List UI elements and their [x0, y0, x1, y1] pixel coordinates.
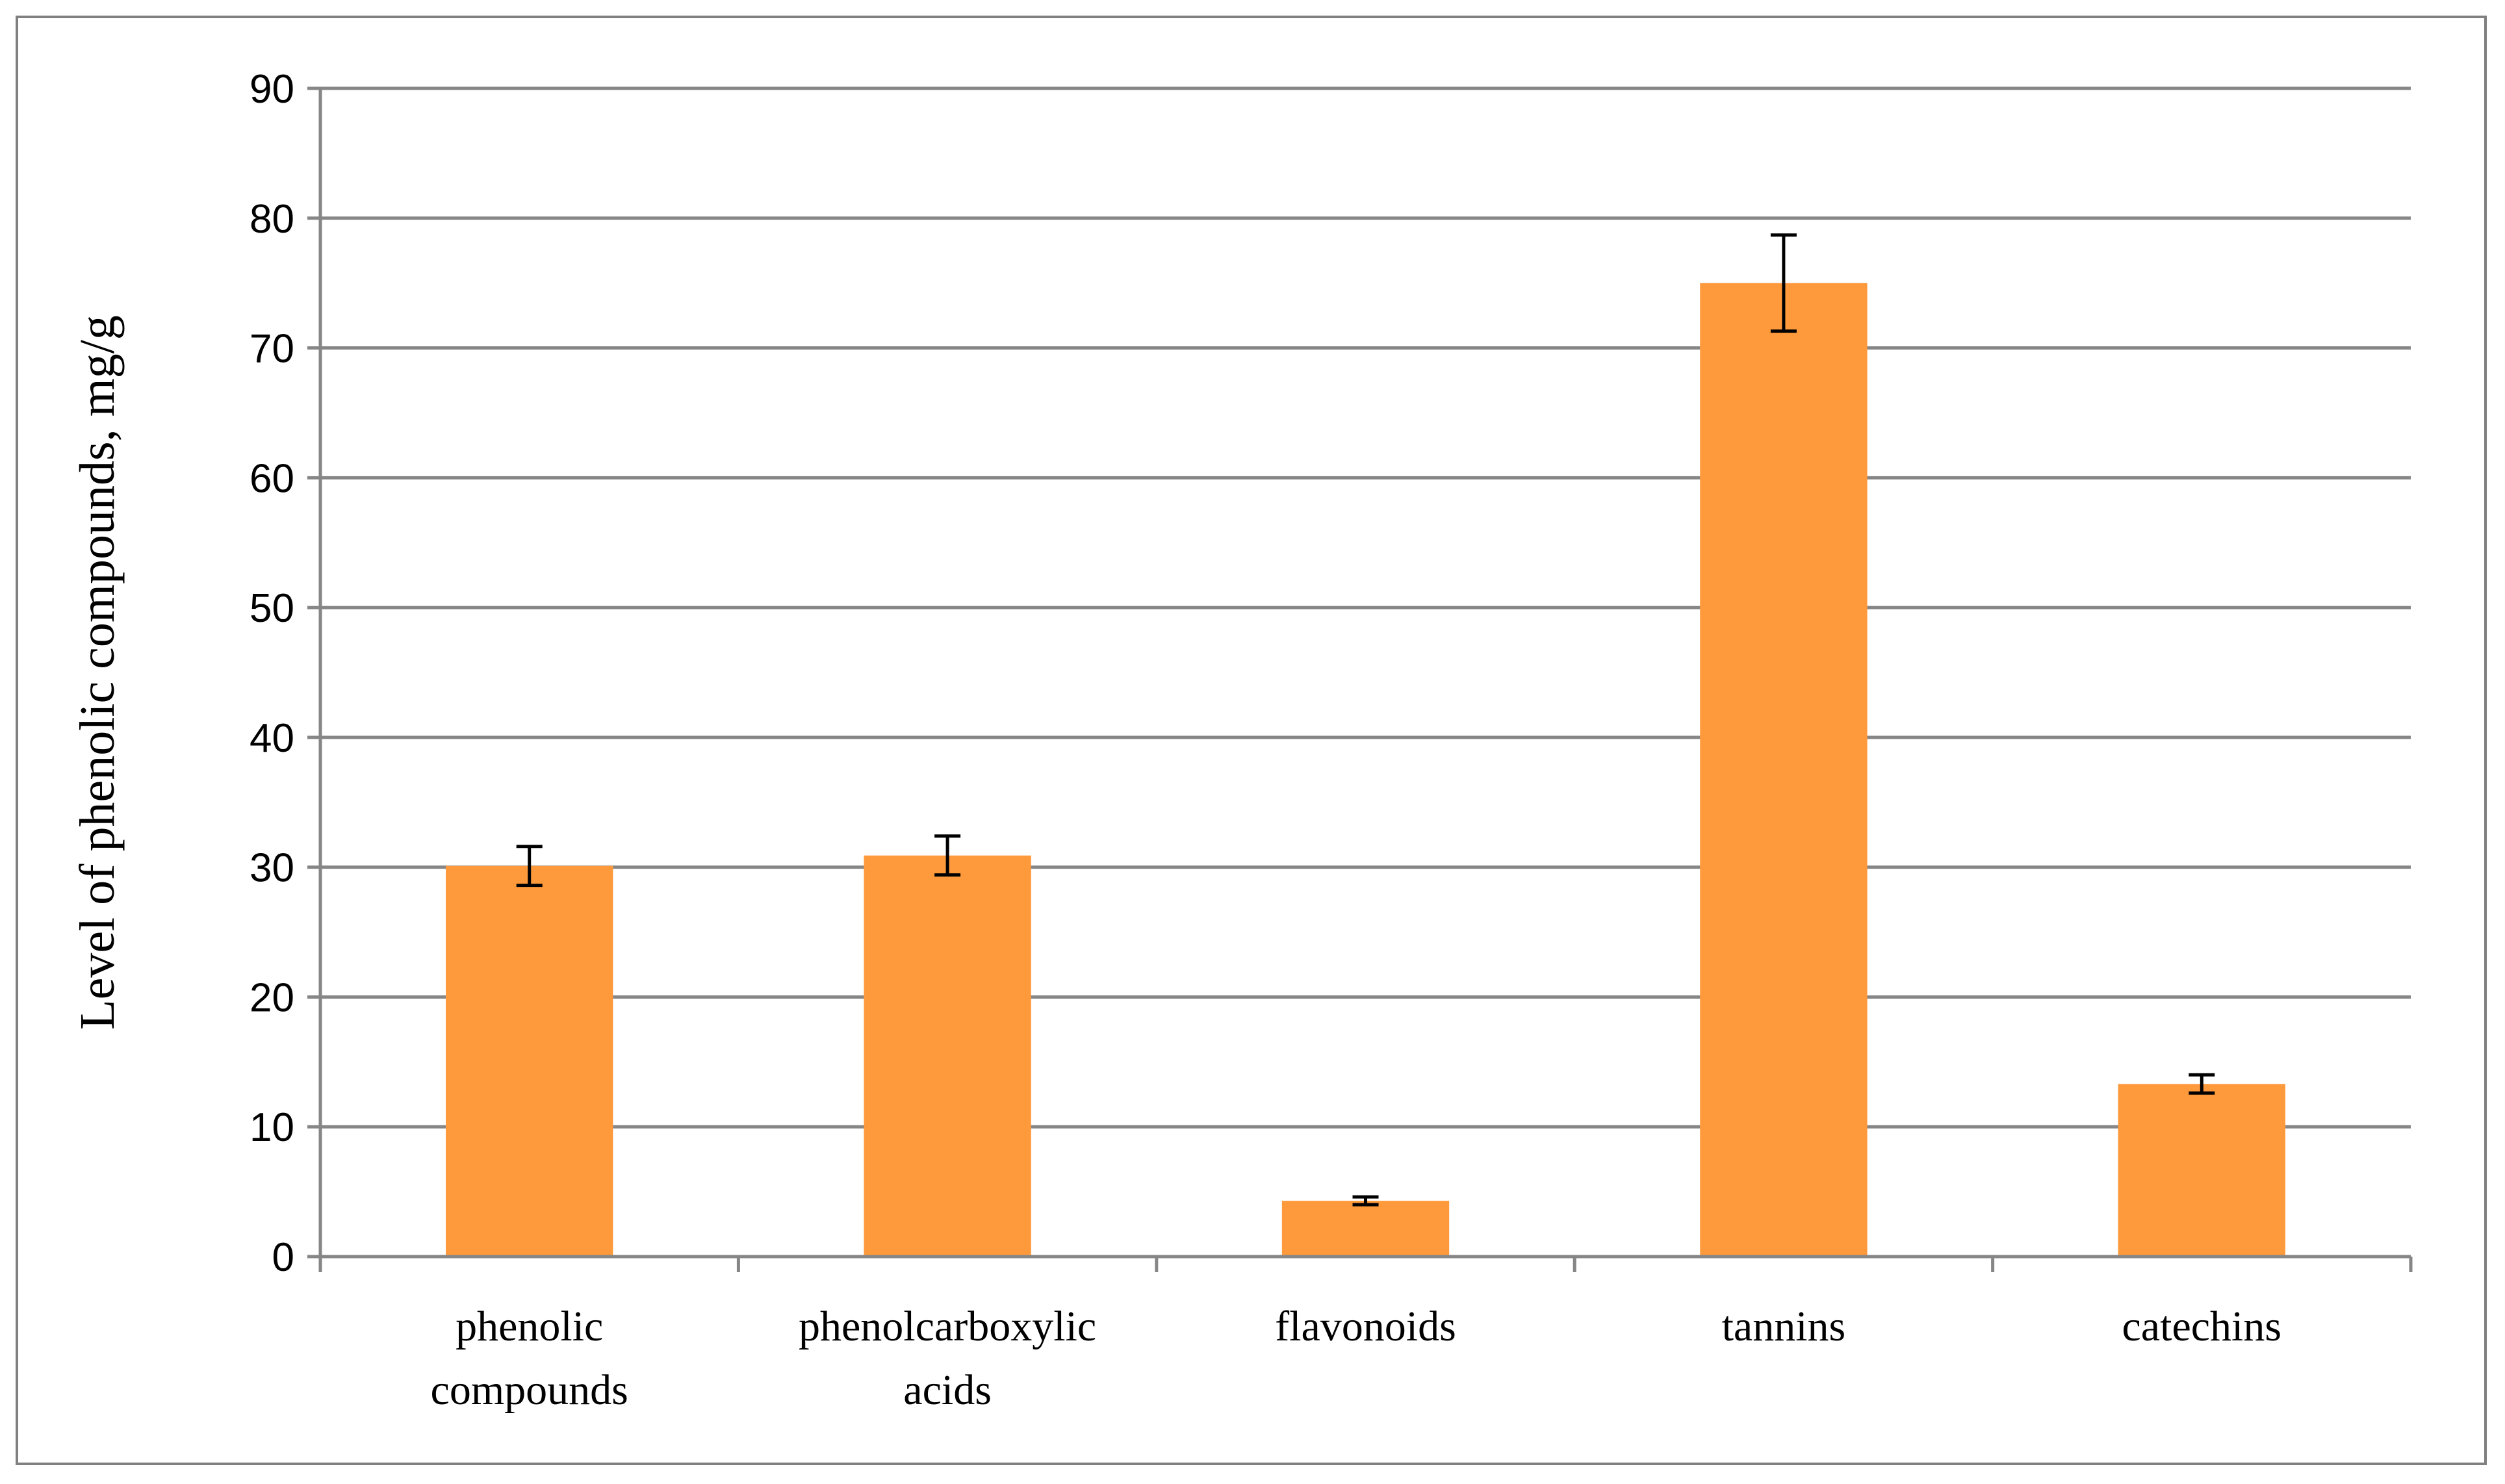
y-tick-label: 70 — [250, 327, 294, 372]
bar — [864, 855, 1031, 1257]
x-category-label: catechins — [2122, 1303, 2282, 1350]
x-category-label-line: tannins — [1722, 1303, 1846, 1350]
error-bar — [2189, 1073, 2215, 1095]
x-category-label-line: phenolcarboxylic — [799, 1303, 1096, 1350]
x-category-label-line: catechins — [2122, 1303, 2282, 1350]
y-tick-label: 10 — [250, 1105, 294, 1150]
error-bar — [1352, 1195, 1379, 1207]
error-bar — [934, 834, 961, 877]
y-tick-labels: 0 10 20 30 40 50 60 70 80 90 — [250, 67, 294, 1280]
x-category-label-line: acids — [903, 1366, 992, 1414]
y-tick-label: 20 — [250, 975, 294, 1020]
bar — [2118, 1084, 2285, 1257]
bars — [446, 283, 2285, 1257]
x-category-labels: phenolic compounds phenolcarboxylic acids fl… — [431, 1303, 2282, 1414]
y-axis-title: Level of phenolic compounds, mg/g — [70, 315, 125, 1030]
gridlines — [320, 86, 2411, 1129]
y-tick-label: 90 — [250, 67, 294, 112]
x-category-label: tannins — [1722, 1303, 1846, 1350]
y-tick-label: 40 — [250, 716, 294, 761]
error-bars — [516, 233, 2215, 1207]
error-bar — [1770, 233, 1797, 333]
error-bar — [516, 845, 543, 888]
x-category-label-line: phenolic — [456, 1303, 603, 1350]
y-tick-label: 60 — [250, 456, 294, 501]
x-category-label: phenolic compounds — [431, 1303, 628, 1414]
bar — [446, 865, 613, 1257]
x-category-label: flavonoids — [1275, 1303, 1456, 1350]
y-tick-label: 30 — [250, 846, 294, 891]
chart-frame — [16, 16, 2487, 1465]
x-category-label-line: compounds — [431, 1366, 628, 1414]
x-category-label: phenolcarboxylic acids — [799, 1303, 1096, 1414]
y-tick-label: 50 — [250, 586, 294, 631]
x-category-label-line: flavonoids — [1275, 1303, 1456, 1350]
y-tick-label: 0 — [272, 1235, 294, 1280]
bar — [1700, 283, 1868, 1257]
bar — [1281, 1201, 1450, 1257]
y-tick-label: 80 — [250, 197, 294, 242]
axes — [307, 86, 2413, 1272]
